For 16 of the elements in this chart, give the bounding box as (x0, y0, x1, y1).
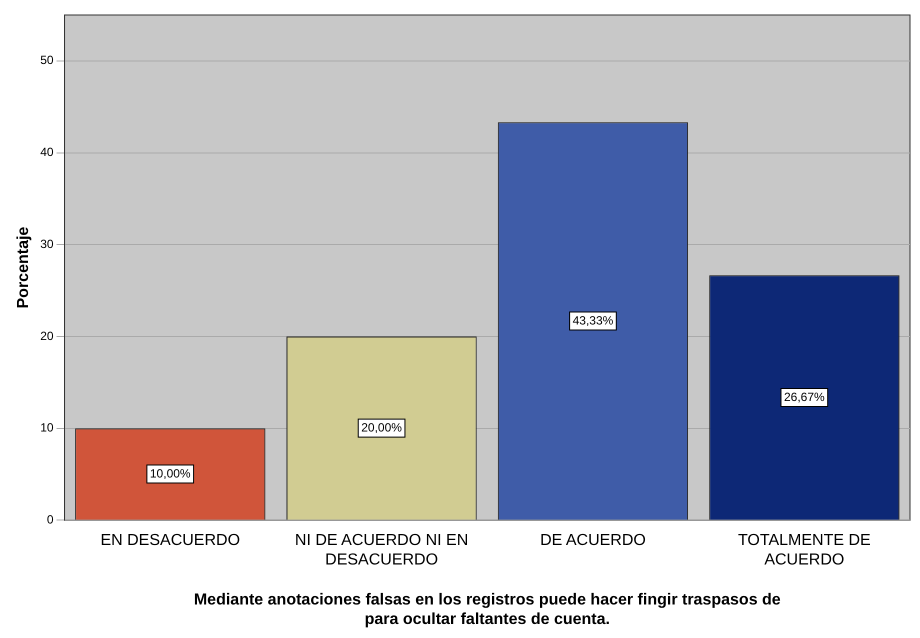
x-tick-label: DE ACUERDO (540, 532, 646, 550)
y-tick-label: 0 (46, 512, 54, 527)
x-tick-label: EN DESACUERDO (100, 532, 240, 550)
y-axis-title: Porcentaje (15, 226, 32, 309)
y-tick-label: 30 (40, 236, 54, 251)
data-label: 20,00% (361, 420, 402, 434)
y-tick-label: 20 (40, 328, 54, 343)
data-label: 43,33% (572, 313, 614, 328)
y-tick-label: 10 (40, 420, 54, 435)
data-label: 26,67% (784, 390, 825, 404)
y-tick-label: 50 (40, 53, 54, 68)
y-tick-label: 40 (40, 145, 54, 160)
data-label: 10,00% (150, 466, 191, 480)
x-tick-label: TOTALMENTE DE ACUERDO (738, 532, 871, 568)
x-tick-label: NI DE ACUERDO NI EN DESACUERDO (294, 532, 468, 568)
x-axis-title: Mediante anotaciones falsas en los registros puede hacer fingir traspasos de para ocultar faltantes de cuenta. (194, 592, 781, 628)
